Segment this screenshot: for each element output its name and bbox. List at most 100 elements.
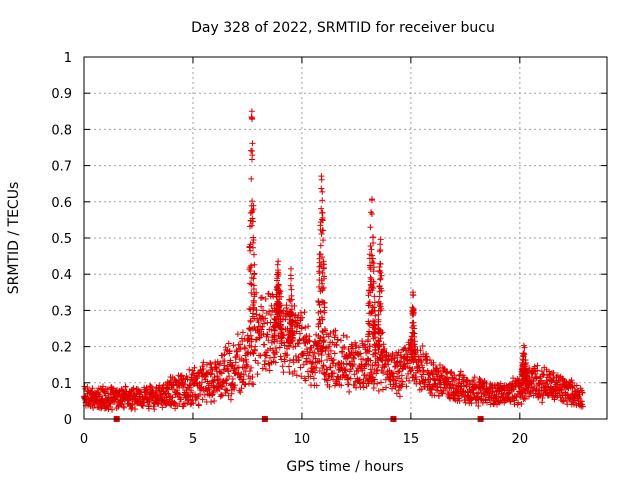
data-point bbox=[120, 403, 127, 410]
data-point bbox=[379, 329, 386, 336]
data-point bbox=[395, 368, 402, 375]
data-point bbox=[207, 359, 214, 366]
data-point bbox=[356, 351, 363, 358]
data-point bbox=[432, 380, 439, 387]
data-point bbox=[353, 342, 360, 349]
data-point bbox=[246, 266, 253, 273]
data-point bbox=[276, 344, 283, 351]
data-point bbox=[475, 402, 482, 409]
data-point bbox=[464, 377, 471, 384]
data-point bbox=[285, 343, 292, 350]
data-point bbox=[317, 226, 324, 233]
data-point bbox=[449, 381, 456, 388]
data-point bbox=[399, 378, 406, 385]
data-point bbox=[377, 246, 384, 253]
data-point bbox=[122, 383, 129, 390]
data-point bbox=[366, 262, 373, 269]
data-point bbox=[232, 359, 239, 366]
data-point bbox=[319, 269, 326, 276]
data-point bbox=[378, 272, 385, 279]
data-point bbox=[414, 365, 421, 372]
data-point bbox=[247, 209, 254, 216]
data-point bbox=[241, 364, 248, 371]
data-point bbox=[366, 328, 373, 335]
data-point bbox=[319, 216, 326, 223]
data-point bbox=[441, 366, 448, 373]
data-point bbox=[376, 267, 383, 274]
data-point bbox=[305, 352, 312, 359]
data-point bbox=[145, 405, 152, 412]
data-point bbox=[248, 175, 255, 182]
data-point bbox=[313, 364, 320, 371]
data-point bbox=[417, 347, 424, 354]
data-point bbox=[295, 340, 302, 347]
data-point bbox=[132, 406, 139, 413]
data-point bbox=[277, 324, 284, 331]
data-point bbox=[229, 375, 236, 382]
data-point bbox=[368, 309, 375, 316]
data-point bbox=[341, 343, 348, 350]
data-point bbox=[368, 371, 375, 378]
data-point bbox=[247, 306, 254, 313]
data-point bbox=[369, 377, 376, 384]
data-point bbox=[101, 389, 108, 396]
data-point bbox=[340, 332, 347, 339]
data-point bbox=[366, 298, 373, 305]
data-point bbox=[191, 364, 198, 371]
data-point bbox=[372, 334, 379, 341]
data-point bbox=[319, 217, 326, 224]
data-point bbox=[199, 396, 206, 403]
data-point bbox=[379, 386, 386, 393]
data-point bbox=[169, 394, 176, 401]
data-point bbox=[367, 224, 374, 231]
data-point bbox=[522, 395, 529, 402]
data-point bbox=[420, 368, 427, 375]
data-point bbox=[345, 375, 352, 382]
data-point bbox=[326, 383, 333, 390]
data-point bbox=[434, 387, 441, 394]
data-point bbox=[238, 385, 245, 392]
data-point bbox=[317, 320, 324, 327]
data-point bbox=[419, 343, 426, 350]
data-point bbox=[318, 173, 325, 180]
data-point bbox=[346, 388, 353, 395]
data-point bbox=[544, 380, 551, 387]
data-point bbox=[360, 378, 367, 385]
data-point bbox=[324, 377, 331, 384]
data-point bbox=[248, 209, 255, 216]
data-point bbox=[392, 377, 399, 384]
data-point bbox=[186, 366, 193, 373]
data-point bbox=[353, 384, 360, 391]
y-tick-label: 0.3 bbox=[51, 304, 72, 319]
data-point bbox=[211, 398, 218, 405]
x-tick-label: 15 bbox=[403, 432, 420, 447]
data-point bbox=[234, 352, 241, 359]
data-point bbox=[550, 369, 557, 376]
data-point bbox=[249, 310, 256, 317]
data-point bbox=[409, 353, 416, 360]
data-point bbox=[368, 246, 375, 253]
data-point bbox=[265, 337, 272, 344]
data-point bbox=[217, 369, 224, 376]
data-point bbox=[315, 332, 322, 339]
data-point bbox=[218, 391, 225, 398]
data-point bbox=[315, 309, 322, 316]
data-point bbox=[252, 357, 259, 364]
data-point bbox=[291, 368, 298, 375]
data-point bbox=[219, 392, 226, 399]
data-point bbox=[307, 373, 314, 380]
data-point bbox=[251, 271, 258, 278]
data-point bbox=[413, 376, 420, 383]
data-point bbox=[235, 369, 242, 376]
data-point bbox=[338, 382, 345, 389]
data-point bbox=[130, 385, 137, 392]
data-point bbox=[409, 365, 416, 372]
data-point bbox=[272, 359, 279, 366]
data-point bbox=[319, 197, 326, 204]
data-point bbox=[411, 346, 418, 353]
data-point bbox=[377, 275, 384, 282]
data-point bbox=[190, 400, 197, 407]
data-point bbox=[377, 335, 384, 342]
data-point bbox=[255, 360, 262, 367]
x-tick-label: 10 bbox=[294, 432, 311, 447]
